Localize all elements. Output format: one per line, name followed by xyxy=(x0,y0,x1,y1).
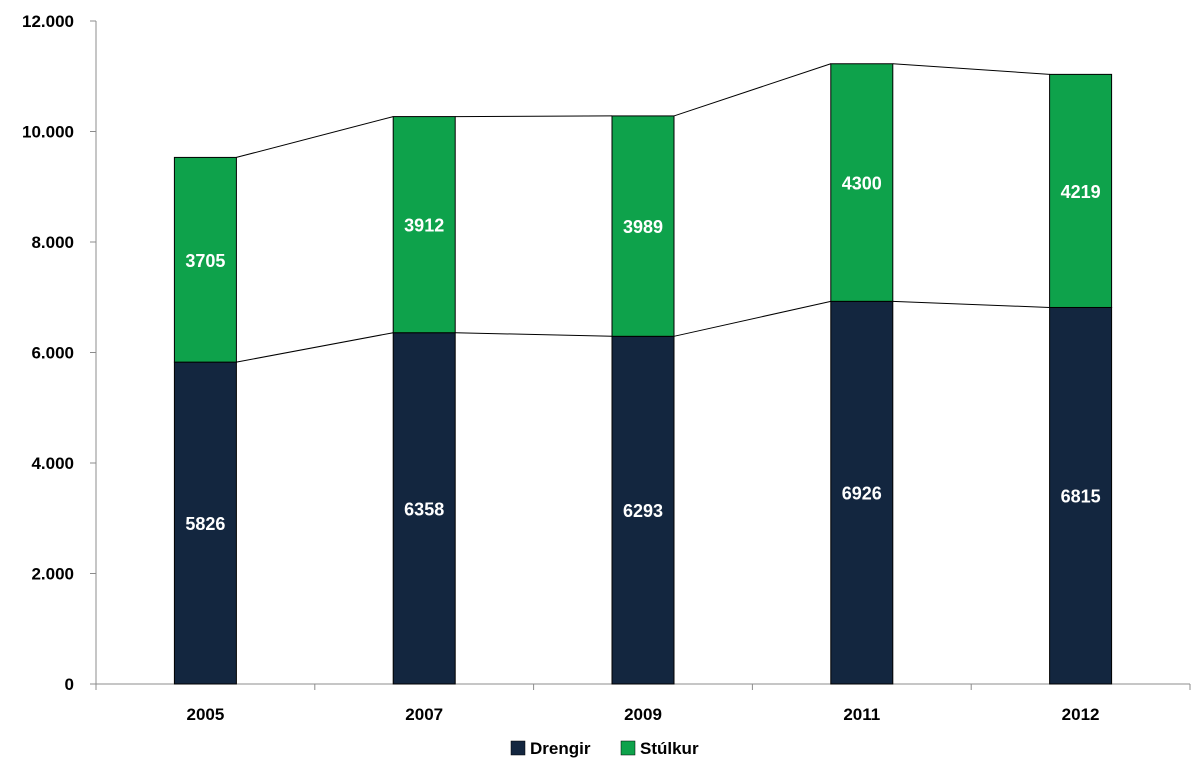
x-tick-label: 2009 xyxy=(624,705,662,724)
bar-drengir-2005 xyxy=(173,361,237,685)
data-labels: 5826 3705 6358 3912 6293 3989 6926 4300 6815 4219 xyxy=(185,174,1100,535)
bar-drengir-2012 xyxy=(1049,306,1113,685)
series-line-stulkur xyxy=(236,116,394,158)
data-label-drengir-2012: 6815 xyxy=(1061,487,1101,507)
data-label-drengir-2009: 6293 xyxy=(623,501,663,521)
x-tick-label: 2005 xyxy=(186,705,224,724)
legend-label-drengir: Drengir xyxy=(530,739,591,758)
data-label-drengir-2011: 6926 xyxy=(842,484,882,504)
bar-stulkur-2011 xyxy=(830,63,894,302)
bar-drengir-2009 xyxy=(611,335,675,685)
y-tick-label: 10.000 xyxy=(22,123,74,142)
legend-label-stulkur: Stúlkur xyxy=(640,739,699,758)
data-label-stulkur-2007: 3912 xyxy=(404,216,444,236)
bar-stulkur-2005 xyxy=(173,156,237,363)
series-lines xyxy=(236,63,1050,363)
series-line-drengir xyxy=(455,332,613,337)
legend: Drengir Stúlkur xyxy=(510,739,699,758)
x-tick-label: 2012 xyxy=(1062,705,1100,724)
data-label-stulkur-2011: 4300 xyxy=(842,174,882,194)
series-line-stulkur xyxy=(455,115,613,118)
data-label-drengir-2007: 6358 xyxy=(404,499,444,519)
y-tick-label: 4.000 xyxy=(31,454,74,473)
legend-swatch-stulkur xyxy=(620,740,636,756)
bar-stulkur-2007 xyxy=(392,116,456,334)
series-line-stulkur xyxy=(892,63,1050,75)
series-line-stulkur xyxy=(673,63,831,117)
data-label-stulkur-2009: 3989 xyxy=(623,217,663,237)
bar-drengir-2007 xyxy=(392,332,456,685)
bar-stulkur-2009 xyxy=(611,115,675,337)
x-tick-label: 2011 xyxy=(843,705,880,724)
data-label-drengir-2005: 5826 xyxy=(185,514,225,534)
bars xyxy=(173,63,1113,685)
y-tick-label: 12.000 xyxy=(22,12,74,31)
series-line-drengir xyxy=(236,332,394,363)
y-tick-label: 6.000 xyxy=(31,344,74,363)
series-line-drengir xyxy=(892,300,1050,308)
series-line-drengir xyxy=(673,300,831,337)
bar-drengir-2011 xyxy=(830,300,894,685)
x-tick-label: 2007 xyxy=(405,705,443,724)
y-tick-label: 8.000 xyxy=(31,233,74,252)
bar-stulkur-2012 xyxy=(1049,73,1113,308)
y-tick-label: 2.000 xyxy=(31,565,74,584)
y-tick-label: 0 xyxy=(65,675,74,694)
data-label-stulkur-2005: 3705 xyxy=(185,251,225,271)
legend-swatch-drengir xyxy=(510,740,526,756)
axes: 0 2.000 4.000 6.000 8.000 10.000 12.000 2005 200… xyxy=(22,12,1191,724)
data-label-stulkur-2012: 4219 xyxy=(1061,182,1101,202)
